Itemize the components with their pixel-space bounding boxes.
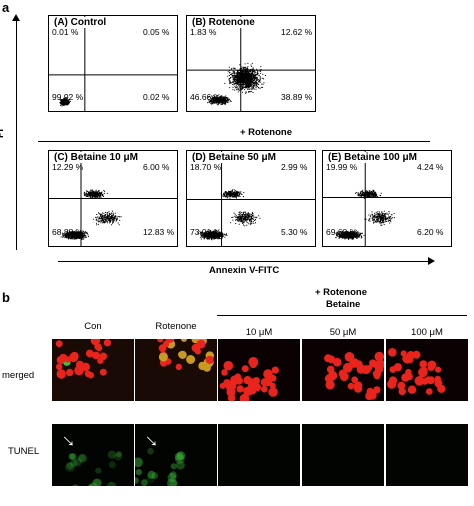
quadrant-percent-ur: 4.24 % [417,162,444,172]
row-label-tunel: TUNEL [8,446,40,457]
flow-plot-title: (A) Control [53,17,108,28]
event-dots [197,189,261,241]
y-axis-label: PI [0,129,6,138]
flow-plot-title: (C) Betaine 10 μM [53,152,139,163]
rotenone-betaine-bracket [217,315,467,316]
flow-plot-1: (B) Rotenone 1.83 % 12.62 % 46.66 % 38.89 % [186,15,316,112]
quadrant-percent-ul: 18.70 % [190,162,222,172]
panel-a-label: a [2,0,10,15]
micrograph-merged-2 [218,339,300,401]
micrograph-TUNEL-4 [386,424,468,486]
col-label-rotenone: Rotenone [155,321,197,332]
flow-dotplot [187,16,315,111]
event-dots [207,62,266,106]
quadrant-percent-lr: 0.02 % [143,92,170,102]
flow-plot-title: (D) Betaine 50 μM [191,152,277,163]
rotenone-betaine-label-2: Betaine [326,299,361,310]
x-axis-arrow [58,261,430,262]
row-label-merged: merged [2,370,35,381]
y-axis-arrow [16,18,17,250]
quadrant-percent-lr: 12.83 % [143,227,175,237]
rotenone-treatment-label: + Rotenone [240,127,292,138]
rotenone-betaine-label-1: + Rotenone [315,287,367,298]
flow-dotplot [49,16,177,111]
flow-dotplot [187,151,315,246]
quadrant-percent-ur: 12.62 % [281,27,313,37]
col-label-10um: 10 μM [245,327,273,338]
micrograph-merged-1 [135,339,217,401]
x-axis-label: Annexin V-FITC [209,265,280,276]
flow-plot-0: (A) Control 0.01 % 0.05 % 99.92 % 0.02 % [48,15,178,112]
col-label-50um: 50 μM [329,327,357,338]
rotenone-bracket-line [38,141,430,142]
x-axis-arrowhead [428,257,435,265]
col-label-con: Con [84,321,102,332]
event-dots [335,189,395,240]
quadrant-percent-ul: 19.99 % [326,162,358,172]
quadrant-percent-ur: 2.99 % [281,162,308,172]
flow-plot-3: (D) Betaine 50 μM 18.70 % 2.99 % 73.01 % 5.3… [186,150,316,247]
quadrant-percent-ll: 68.88 % [52,227,84,237]
quadrant-percent-lr: 6.20 % [417,227,444,237]
quadrant-percent-ll: 69.60 % [326,227,358,237]
flow-dotplot [49,151,177,246]
micrograph-TUNEL-1: → [135,424,217,486]
flow-plot-4: (E) Betaine 100 μM 19.99 % 4.24 % 69.60 % 6.… [322,150,452,247]
quadrant-percent-ll: 46.66 % [190,92,222,102]
micrograph-TUNEL-2 [218,424,300,486]
quadrant-percent-lr: 38.89 % [281,92,313,102]
col-label-100um: 100 μM [411,327,443,338]
micrograph-TUNEL-3 [302,424,384,486]
micrograph-TUNEL-0: → [52,424,134,486]
flow-dotplot [323,151,451,246]
micrograph-merged-0 [52,339,134,401]
quadrant-percent-ul: 0.01 % [52,27,79,37]
panel-b-label: b [2,290,10,305]
quadrant-percent-ur: 6.00 % [143,162,170,172]
micrograph-merged-3 [302,339,384,401]
quadrant-percent-ur: 0.05 % [143,27,170,37]
flow-plot-title: (B) Rotenone [191,17,256,28]
quadrant-percent-ll: 73.01 % [190,227,222,237]
y-axis-arrowhead [12,14,20,21]
flow-plot-title: (E) Betaine 100 μM [327,152,418,163]
quadrant-percent-ul: 12.29 % [52,162,84,172]
micrograph-merged-4 [386,339,468,401]
quadrant-percent-ll: 99.92 % [52,92,84,102]
flow-plot-2: (C) Betaine 10 μM 12.29 % 6.00 % 68.88 % 12.… [48,150,178,247]
event-dots [60,189,122,240]
quadrant-percent-ul: 1.83 % [190,27,217,37]
quadrant-percent-lr: 5.30 % [281,227,308,237]
